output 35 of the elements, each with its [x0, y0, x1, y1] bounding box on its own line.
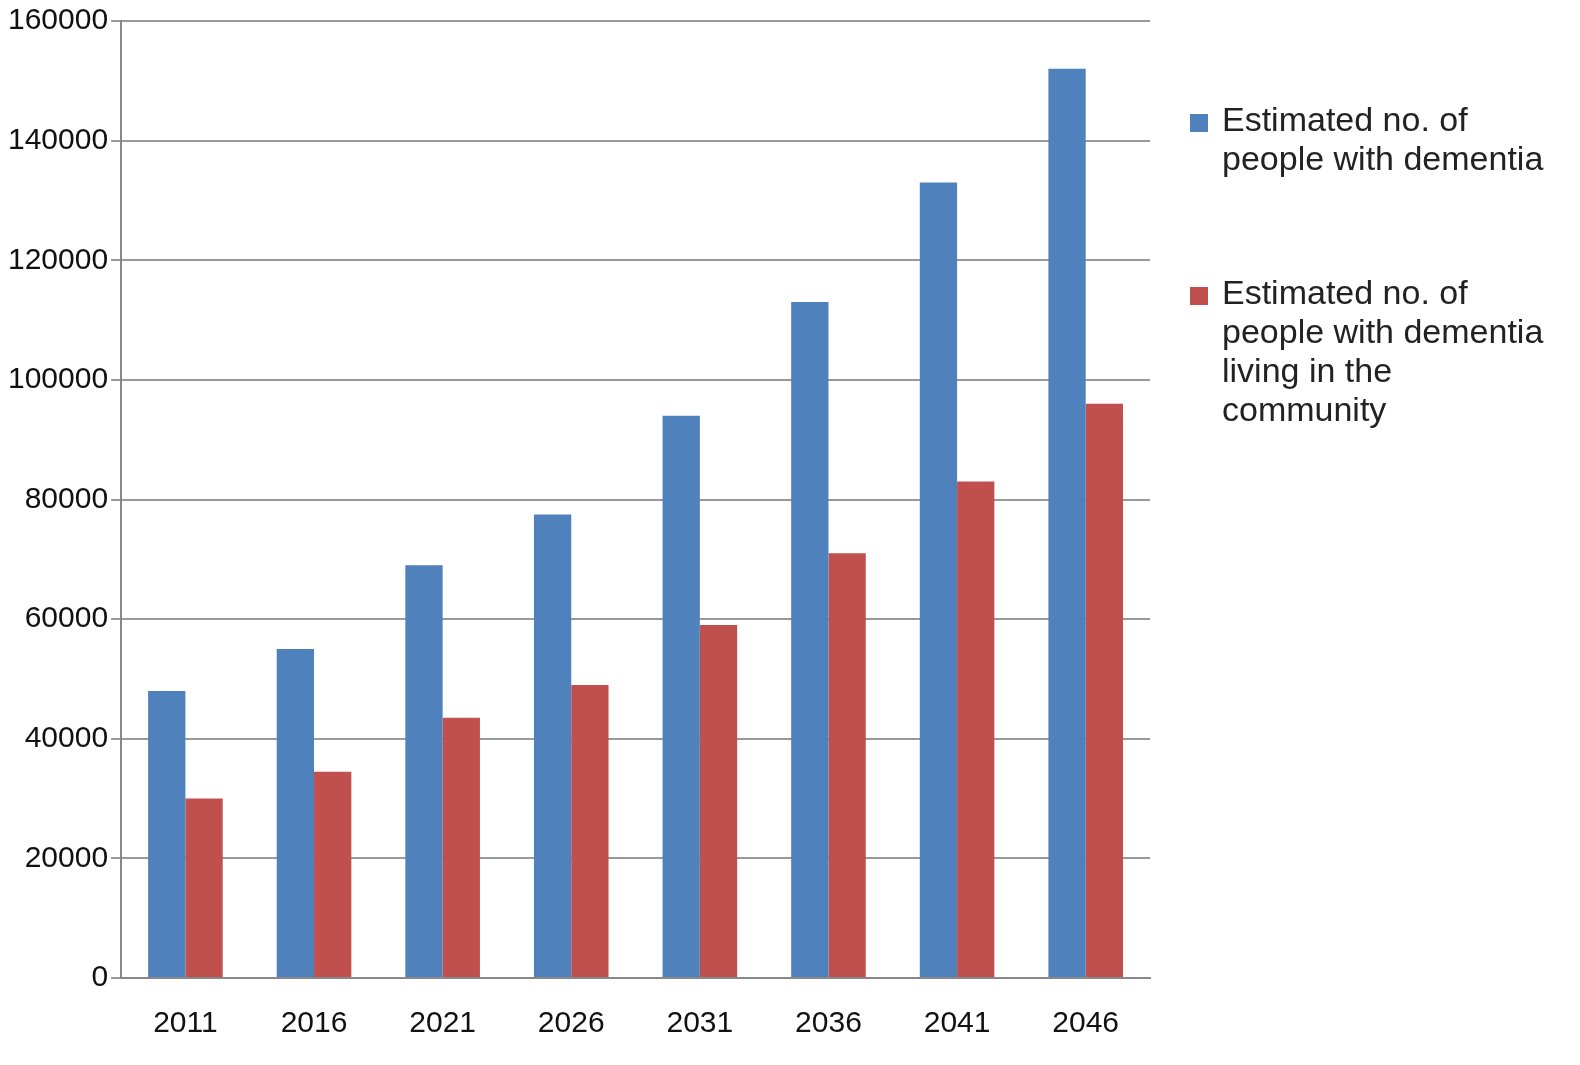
y-tick-label: 160000	[8, 2, 109, 36]
legend-label: Estimated no. of people with dementia	[1222, 100, 1545, 178]
x-tick-label: 2021	[409, 1005, 477, 1039]
bar	[276, 649, 315, 977]
x-tick-label: 2046	[1052, 1005, 1120, 1039]
bar	[442, 717, 480, 977]
bar	[791, 302, 829, 977]
x-tick-label: 2011	[153, 1005, 218, 1039]
x-tick-label: 2041	[923, 1005, 991, 1039]
bar	[405, 565, 443, 977]
y-tick-label: 0	[91, 959, 109, 993]
y-tick-label: 140000	[8, 121, 109, 155]
y-tick-label: 80000	[24, 480, 109, 514]
bar	[699, 625, 738, 977]
x-tick-label: 2036	[795, 1005, 862, 1039]
legend-label: Estimated no. of people with dementia living in the community	[1222, 273, 1545, 429]
x-tick-label: 2026	[537, 1005, 605, 1039]
x-tick-label: 2016	[280, 1005, 348, 1039]
y-tick-label: 20000	[24, 839, 109, 873]
bar	[1048, 68, 1086, 977]
bar	[1085, 403, 1123, 977]
bar	[148, 690, 186, 977]
x-tick-label: 2031	[666, 1005, 734, 1039]
bar	[185, 798, 223, 977]
bar	[662, 415, 700, 977]
bar	[533, 514, 572, 977]
y-tick-label: 40000	[24, 720, 109, 754]
bar	[919, 182, 958, 977]
bar	[828, 553, 866, 977]
bar	[314, 771, 352, 977]
bar	[957, 481, 995, 977]
bar	[571, 684, 609, 977]
y-tick-label: 100000	[8, 361, 109, 395]
y-tick-label: 60000	[24, 600, 109, 634]
y-tick-label: 120000	[8, 241, 109, 275]
